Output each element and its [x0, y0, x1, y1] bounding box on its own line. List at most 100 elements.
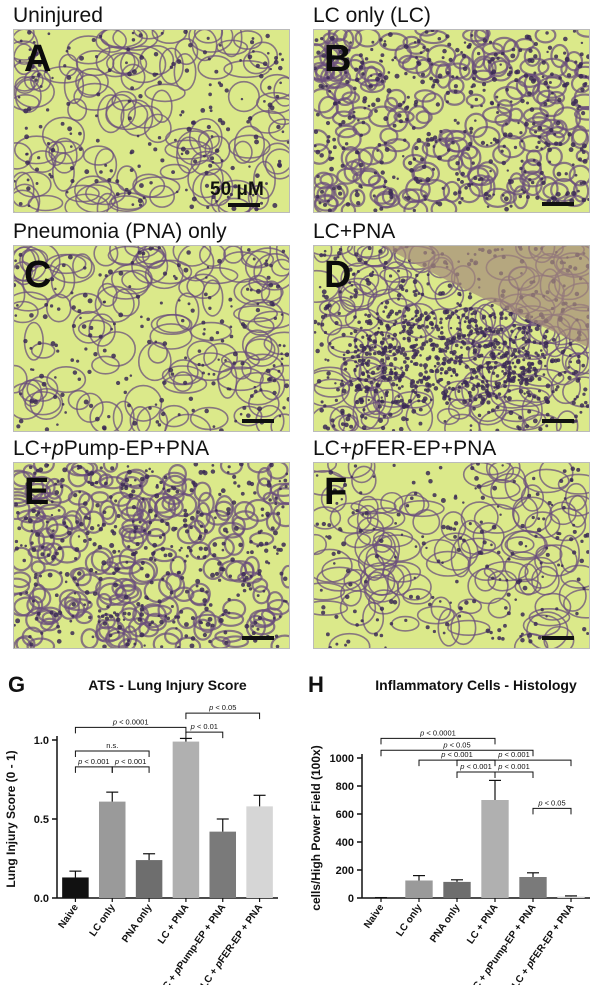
cell-nucleus	[183, 508, 188, 513]
cell-nucleus	[14, 623, 16, 627]
cell-nucleus	[127, 403, 131, 408]
cell-nucleus	[499, 513, 502, 516]
cell-nucleus	[425, 625, 430, 630]
cell-nucleus	[480, 495, 486, 500]
cell-nucleus	[102, 621, 108, 626]
alveolar-septum	[75, 67, 109, 96]
cell-nucleus	[198, 470, 204, 475]
cell-nucleus	[29, 313, 34, 318]
cell-nucleus	[185, 554, 189, 558]
cell-nucleus	[524, 121, 529, 127]
cell-nucleus	[204, 606, 209, 612]
cell-nucleus	[555, 607, 559, 611]
alveolar-septum	[564, 352, 589, 376]
cell-nucleus	[208, 92, 212, 97]
cell-nucleus	[14, 502, 19, 507]
cell-nucleus	[184, 150, 190, 155]
x-tick-label: LC + PNA	[465, 902, 500, 946]
cell-nucleus	[518, 380, 524, 385]
cell-nucleus	[87, 472, 91, 476]
cell-nucleus	[473, 397, 478, 402]
cell-nucleus	[202, 598, 208, 603]
cell-nucleus	[265, 560, 269, 564]
cell-nucleus	[159, 480, 163, 485]
cell-nucleus	[102, 644, 107, 648]
alveolar-septum	[158, 404, 190, 428]
cell-nucleus	[505, 578, 509, 582]
cell-nucleus	[460, 197, 464, 200]
alveolar-septum	[30, 560, 46, 575]
cell-nucleus	[386, 88, 392, 94]
cell-nucleus	[150, 620, 155, 624]
cell-nucleus	[208, 105, 213, 110]
cell-nucleus	[30, 368, 33, 371]
cell-nucleus	[151, 470, 154, 473]
cell-nucleus	[466, 324, 472, 330]
cell-nucleus	[349, 380, 353, 384]
cell-nucleus	[118, 312, 124, 318]
cell-nucleus	[400, 366, 404, 370]
cell-nucleus	[165, 571, 171, 576]
cell-nucleus	[212, 425, 216, 428]
cell-nucleus	[34, 572, 38, 577]
cell-nucleus	[87, 369, 92, 374]
cell-nucleus	[406, 307, 411, 312]
cell-nucleus	[364, 378, 369, 383]
cell-nucleus	[207, 295, 212, 300]
cell-nucleus	[278, 65, 283, 71]
cell-nucleus	[411, 389, 415, 393]
cell-nucleus	[521, 188, 524, 192]
cell-nucleus	[143, 529, 146, 532]
cell-nucleus	[69, 145, 73, 148]
cell-nucleus	[442, 394, 448, 399]
cell-nucleus	[123, 390, 127, 395]
cell-nucleus	[347, 48, 351, 52]
cell-nucleus	[423, 363, 428, 369]
cell-nucleus	[526, 101, 530, 105]
cell-nucleus	[281, 58, 285, 62]
cell-nucleus	[170, 372, 175, 376]
cell-nucleus	[512, 348, 518, 353]
cell-nucleus	[365, 334, 369, 337]
alveolar-septum	[187, 159, 224, 199]
cell-nucleus	[340, 498, 344, 501]
cell-nucleus	[77, 377, 82, 382]
cell-nucleus	[230, 165, 235, 171]
cell-nucleus	[197, 362, 201, 367]
cell-nucleus	[487, 194, 492, 198]
scale-bar	[542, 202, 574, 206]
cell-nucleus	[468, 522, 472, 526]
panel-title-c: Pneumonia (PNA) only	[13, 220, 227, 243]
cell-nucleus	[176, 646, 181, 648]
cell-nucleus	[227, 611, 231, 615]
cell-nucleus	[419, 346, 425, 351]
cell-nucleus	[577, 354, 581, 359]
cell-nucleus	[385, 390, 389, 394]
cell-nucleus	[328, 150, 333, 154]
panel-letter-c: C	[24, 254, 52, 296]
cell-nucleus	[532, 418, 538, 424]
cell-nucleus	[541, 575, 544, 578]
cell-nucleus	[480, 385, 486, 391]
cell-nucleus	[507, 388, 511, 393]
cell-nucleus	[437, 201, 443, 207]
cell-nucleus	[220, 339, 225, 343]
cell-nucleus	[18, 201, 23, 206]
alveolar-septum	[271, 258, 289, 277]
cell-nucleus	[485, 564, 490, 569]
cell-nucleus	[163, 553, 168, 558]
cell-nucleus	[364, 511, 369, 516]
cell-nucleus	[50, 277, 55, 282]
cell-nucleus	[364, 57, 369, 61]
cell-nucleus	[368, 352, 372, 356]
cell-nucleus	[231, 500, 237, 505]
cell-nucleus	[278, 414, 282, 418]
cell-nucleus	[129, 168, 134, 172]
cell-nucleus	[261, 514, 264, 517]
cell-nucleus	[563, 51, 567, 55]
cell-nucleus	[476, 484, 482, 489]
cell-nucleus	[580, 87, 585, 92]
cell-nucleus	[575, 611, 579, 616]
cell-nucleus	[454, 309, 459, 313]
cell-nucleus	[556, 385, 560, 389]
